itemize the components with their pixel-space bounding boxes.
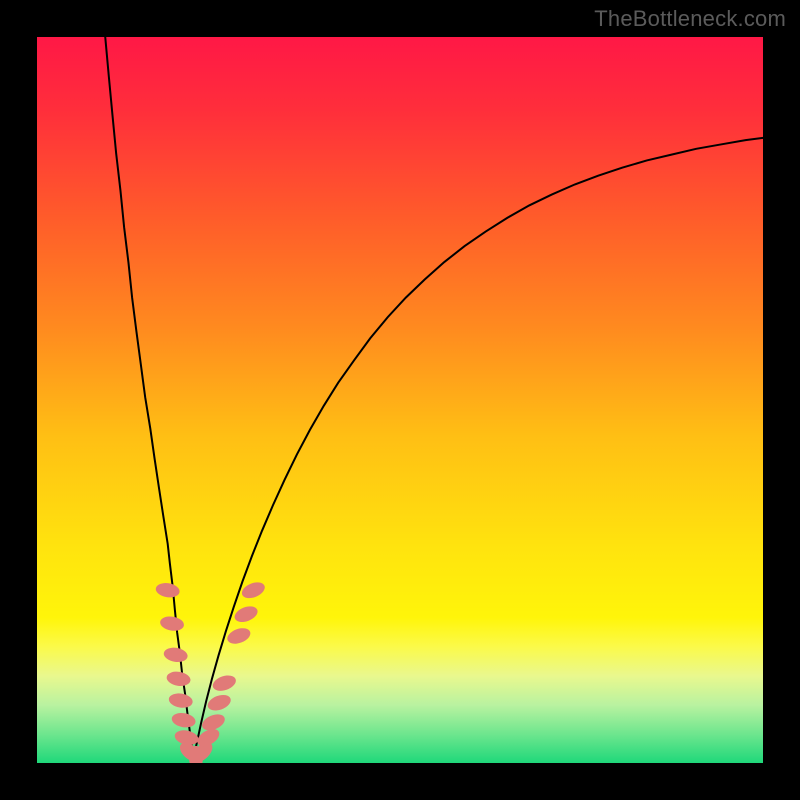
chart-container: TheBottleneck.com bbox=[0, 0, 800, 800]
chart-svg bbox=[0, 0, 800, 800]
